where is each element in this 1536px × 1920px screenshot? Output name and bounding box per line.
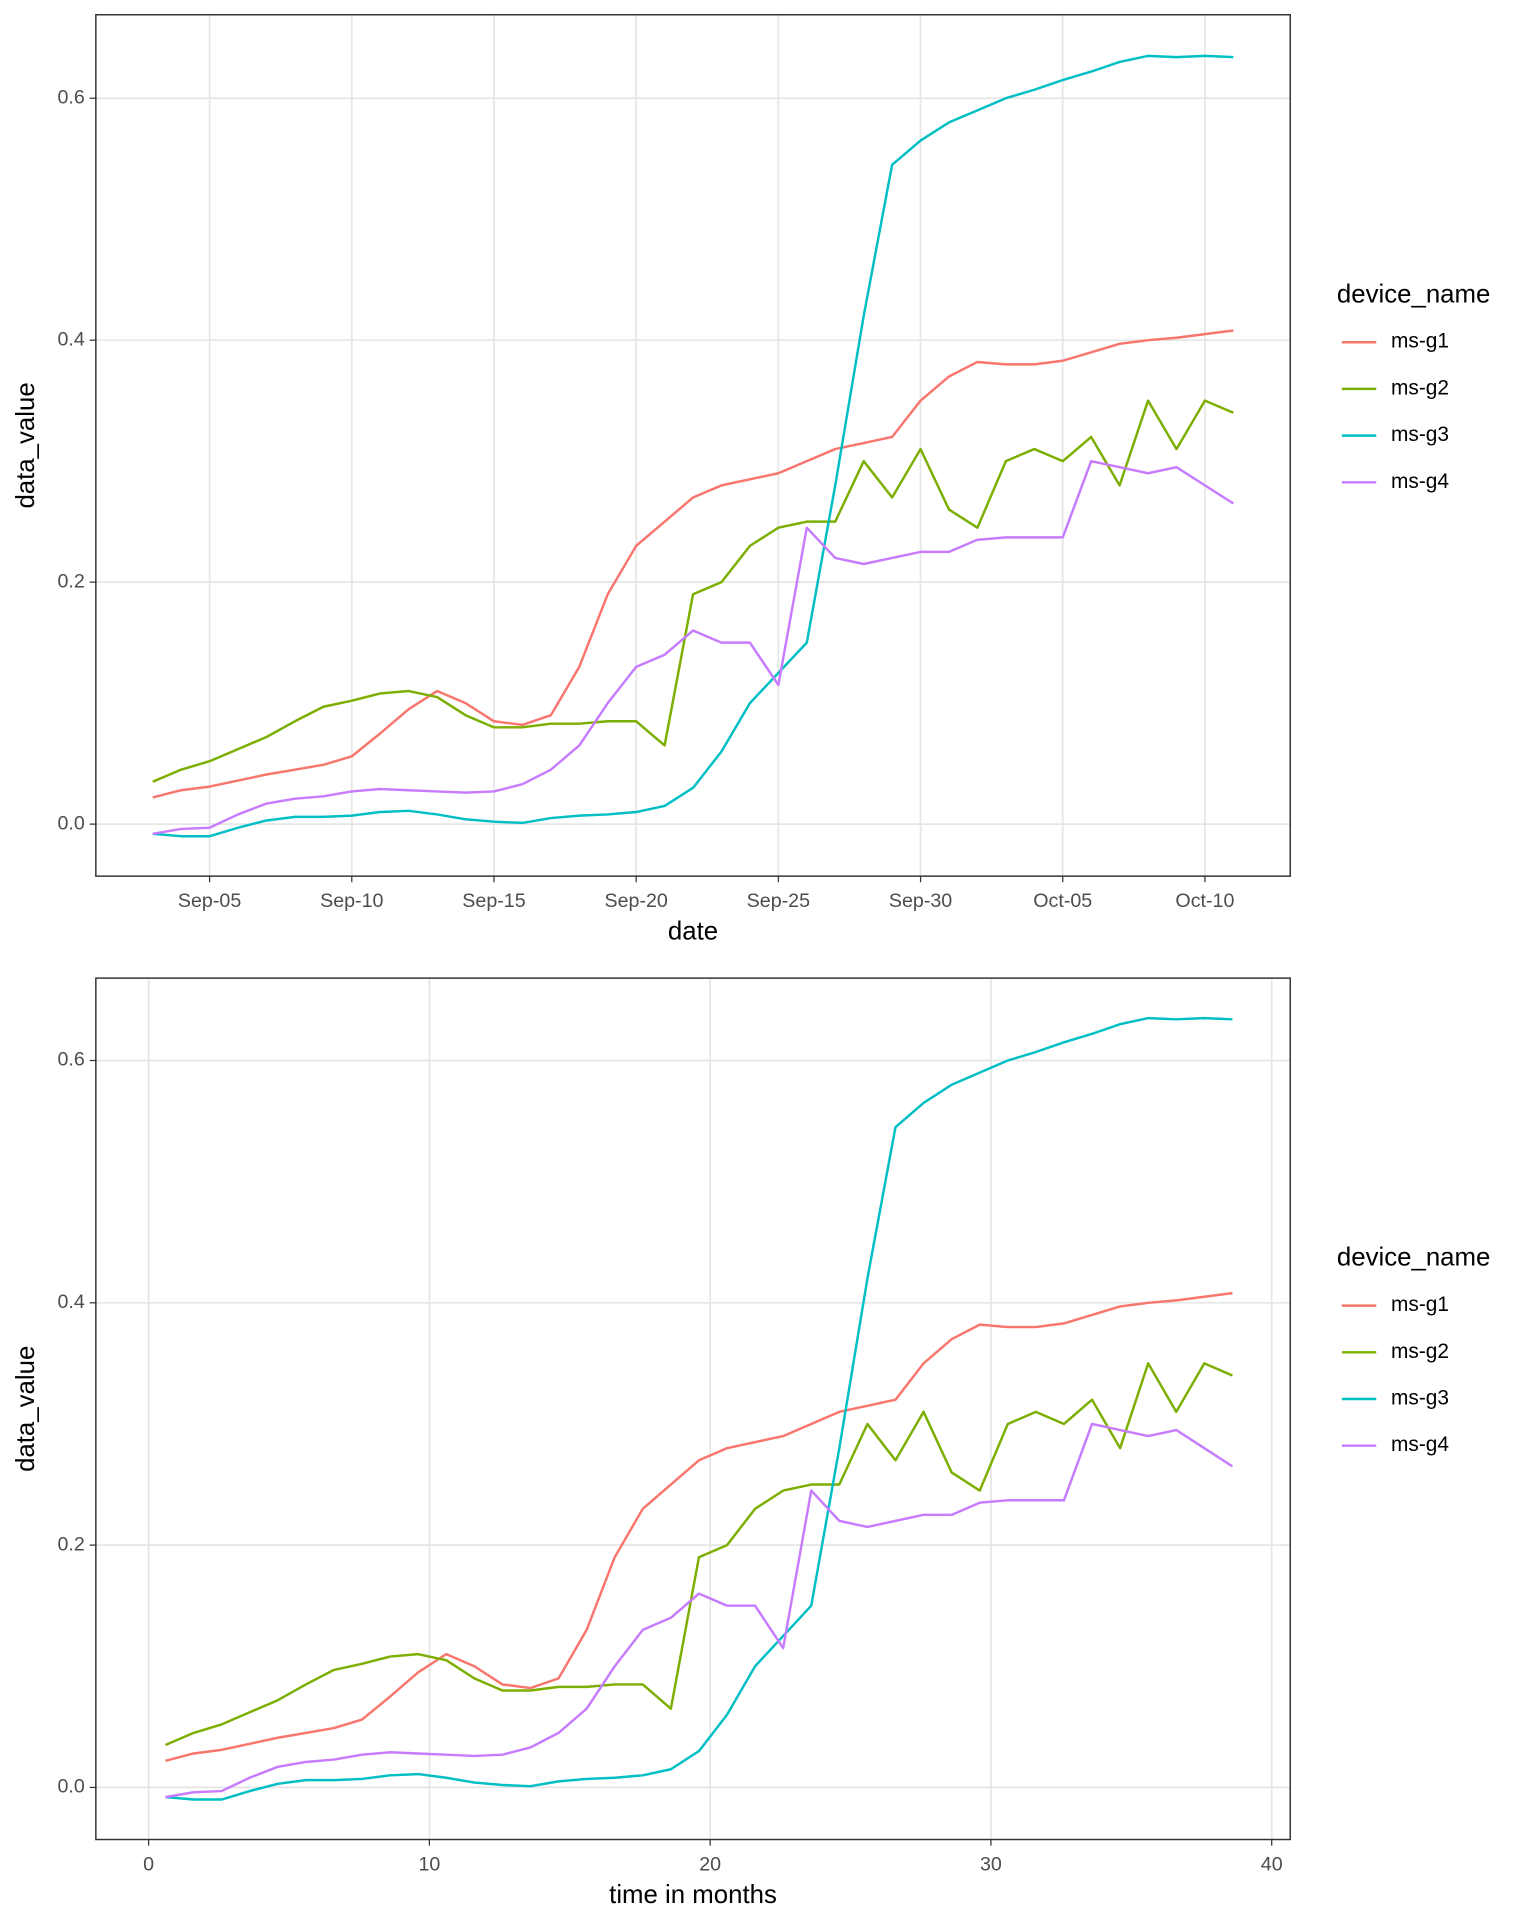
legend-label: ms-g3 — [1391, 1387, 1449, 1410]
series-line — [152, 54, 1234, 838]
series-line — [165, 1422, 1234, 1799]
legend-label: ms-g1 — [1391, 330, 1449, 353]
legend-label: ms-g1 — [1391, 1293, 1449, 1316]
series-line — [165, 1291, 1233, 1762]
x-axis-title: date — [668, 917, 718, 945]
series-line — [152, 459, 1235, 836]
y-tick-label: 0.0 — [57, 1776, 84, 1798]
series-line — [152, 399, 1234, 783]
series-line — [152, 329, 1234, 799]
x-tick-label: 10 — [418, 1854, 440, 1876]
legend-label: ms-g2 — [1391, 376, 1449, 399]
legend-title: device_name — [1337, 1244, 1490, 1272]
x-tick-label: Sep-10 — [320, 890, 383, 912]
x-tick-label: Sep-25 — [747, 890, 810, 912]
y-tick-label: 0.6 — [57, 86, 84, 108]
x-tick-label: Oct-05 — [1033, 890, 1092, 912]
y-tick-label: 0.0 — [57, 812, 84, 834]
x-tick-label: Oct-10 — [1175, 890, 1234, 912]
series-line — [164, 1362, 1233, 1747]
y-tick-label: 0.4 — [57, 328, 84, 350]
legend-label: ms-g4 — [1391, 470, 1449, 493]
panel — [95, 978, 1291, 1840]
y-tick-label: 0.4 — [57, 1291, 84, 1313]
x-tick-label: Sep-20 — [604, 890, 667, 912]
x-tick-label: Sep-05 — [178, 890, 241, 912]
x-tick-label: 30 — [980, 1854, 1002, 1876]
y-tick-label: 0.2 — [57, 570, 84, 592]
y-axis-title: data_value — [12, 382, 40, 508]
legend-label: ms-g2 — [1391, 1340, 1449, 1363]
panel-border — [95, 14, 1291, 877]
x-tick-label: 40 — [1261, 1854, 1283, 1876]
series-line — [165, 1016, 1233, 1801]
x-tick-label: 0 — [143, 1854, 154, 1876]
panel — [95, 14, 1291, 877]
y-axis-title: data_value — [12, 1346, 40, 1472]
legend-title: device_name — [1337, 280, 1490, 308]
x-axis-title: time in months — [609, 1881, 777, 1909]
y-tick-label: 0.6 — [57, 1049, 84, 1071]
legend-label: ms-g3 — [1391, 423, 1449, 446]
x-tick-label: Sep-15 — [462, 890, 525, 912]
x-tick-label: Sep-30 — [889, 890, 952, 912]
legend-label: ms-g4 — [1391, 1433, 1449, 1456]
y-tick-label: 0.2 — [57, 1533, 84, 1555]
x-tick-label: 20 — [699, 1854, 721, 1876]
panel-border — [95, 977, 1291, 1841]
